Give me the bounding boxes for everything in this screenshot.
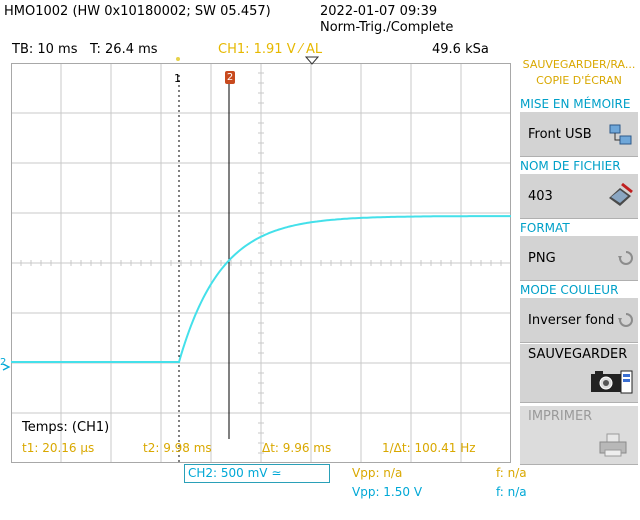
- cursor-2-label[interactable]: 2: [225, 71, 235, 84]
- storage-button[interactable]: Front USB: [520, 112, 638, 157]
- sample-rate: 49.6 kSa: [432, 42, 489, 57]
- cursor-inverse-delta: 1/Δt: 100.41 Hz: [382, 441, 476, 455]
- format-value: PNG: [528, 251, 556, 266]
- filename-value: 403: [528, 189, 553, 204]
- trigger-position-marker[interactable]: [170, 55, 186, 65]
- color-mode-title: MODE COULEUR: [520, 283, 619, 297]
- camera-screenshot-icon: [591, 370, 633, 394]
- save-label: SAUVEGARDER: [528, 347, 628, 362]
- format-button[interactable]: PNG: [520, 236, 638, 281]
- waveform-display[interactable]: [11, 63, 511, 463]
- freq-ch2: f: n/a: [496, 485, 527, 499]
- datetime: 2022-01-07 09:39: [320, 4, 438, 19]
- screen-border: [11, 63, 511, 463]
- printer-icon: [599, 433, 627, 457]
- filename-button[interactable]: 403: [520, 174, 638, 219]
- cursor-delta-t: Δt: 9.96 ms: [262, 441, 332, 455]
- vpp-ch1: Vpp: n/a: [352, 466, 403, 480]
- print-label: IMPRIMER: [528, 409, 593, 424]
- timebase[interactable]: TB: 10 ms: [12, 42, 78, 57]
- color-mode-value: Inverser fond: [528, 313, 615, 328]
- vpp-ch2: Vpp: 1.50 V: [352, 485, 423, 499]
- freq-ch1: f: n/a: [496, 466, 527, 480]
- cursor-source: Temps: (CH1): [22, 420, 110, 435]
- trigger-arrow-icon[interactable]: [305, 56, 319, 66]
- panel-subtitle: COPIE D'ÉCRAN: [536, 74, 622, 87]
- device-info: HMO1002 (HW 0x10180002; SW 05.457): [4, 4, 271, 19]
- ch2-setting-box[interactable]: [184, 464, 330, 483]
- ch-ground-marker[interactable]: 2: [0, 357, 7, 368]
- rotary-knob-icon: [618, 251, 633, 265]
- save-button[interactable]: SAUVEGARDER: [520, 344, 638, 403]
- storage-title: MISE EN MÉMOIRE: [520, 97, 631, 111]
- ch2-setting[interactable]: CH2: 500 mV ≃: [188, 466, 282, 480]
- print-button[interactable]: IMPRIMER: [520, 406, 638, 465]
- graticule-ticks: [20, 72, 502, 454]
- storage-value: Front USB: [528, 127, 592, 142]
- trigger-time[interactable]: T: 26.4 ms: [90, 42, 158, 57]
- ch-ground-arrow-icon: [2, 363, 11, 371]
- rotary-knob-icon: [618, 313, 633, 327]
- ch1-trace: [11, 215, 511, 363]
- edit-filename-icon: [609, 182, 633, 206]
- waveform-svg: [11, 63, 511, 463]
- cursor-1-label[interactable]: 1: [174, 72, 181, 85]
- color-mode-button[interactable]: Inverser fond: [520, 298, 638, 343]
- panel-title: SAUVEGARDER/RA...: [522, 58, 636, 71]
- format-title: FORMAT: [520, 221, 570, 235]
- ch1-trigger-level[interactable]: CH1: 1.91 V ⁄ AL: [218, 42, 323, 57]
- trigger-status: Norm-Trig./Complete: [320, 20, 454, 35]
- cursor-t1-value: t1: 20.16 µs: [22, 441, 95, 455]
- filename-title: NOM DE FICHIER: [520, 159, 621, 173]
- usb-folder-icon: [609, 124, 632, 145]
- cursor-t2-value: t2: 9.98 ms: [143, 441, 212, 455]
